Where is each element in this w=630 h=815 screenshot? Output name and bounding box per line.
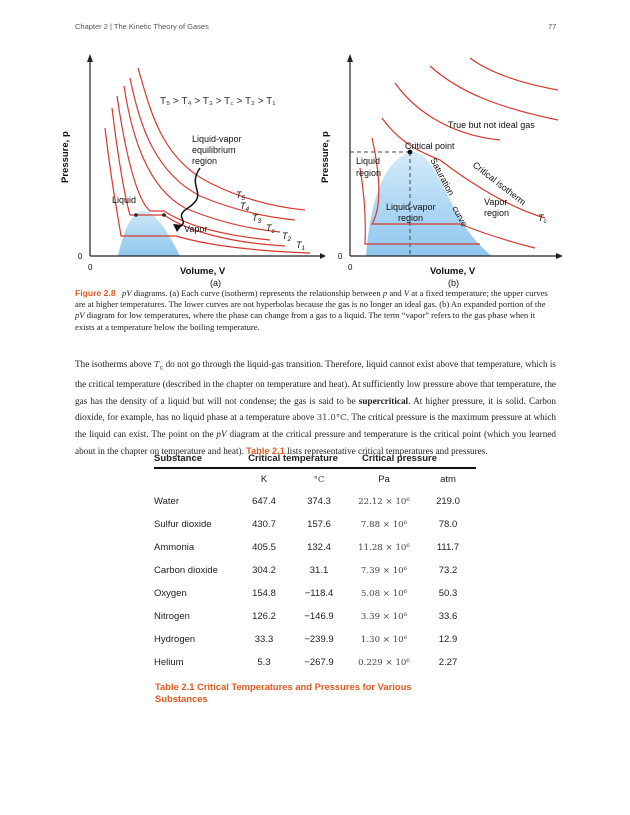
table-caption: Table 2.1 Critical Temperatures and Pres… bbox=[155, 681, 412, 704]
critical-point-marker bbox=[407, 149, 413, 155]
label-t5: T5 bbox=[236, 190, 246, 202]
unit-k: K bbox=[260, 474, 268, 485]
figure-b-sublabel: (b) bbox=[448, 278, 459, 288]
table-row: Water 647.4 374.3 22.12 × 10⁶ 219.0 bbox=[154, 496, 460, 507]
region-label-2: equilibrium bbox=[192, 145, 236, 155]
label-t2: T2 bbox=[282, 231, 292, 243]
label-t1: T1 bbox=[296, 240, 306, 252]
liquid-region-2: region bbox=[356, 168, 381, 178]
critical-table: Substance Critical temperature Critical … bbox=[154, 450, 476, 674]
label-t3: T3 bbox=[252, 213, 262, 225]
body-paragraph: The isotherms above Tc do not go through… bbox=[75, 359, 557, 456]
table-row: Oxygen 154.8 −118.4 5.08 × 10⁶ 50.3 bbox=[154, 588, 458, 599]
region-label-3: region bbox=[192, 156, 217, 166]
figure-a-pv-diagram: T₅ > T₄ > T₃ > T꜀ > T₂ > T₁ Pressure, p … bbox=[60, 54, 326, 288]
label-tc: Tc bbox=[266, 223, 276, 235]
figure-b-pv-diagram: Pressure, p Volume, V 0 0 True but not i… bbox=[320, 54, 563, 288]
temperature-ordering: T₅ > T₄ > T₃ > T꜀ > T₂ > T₁ bbox=[160, 96, 276, 107]
table-row: Sulfur dioxide 430.7 157.6 7.88 × 10⁶ 78.0 bbox=[154, 519, 458, 530]
true-not-ideal-label: True but not ideal gas bbox=[448, 120, 535, 130]
figure-a-ylabel: Pressure, p bbox=[60, 131, 71, 183]
liquid-region-1: Liquid bbox=[356, 156, 380, 166]
header-critical-pressure: Critical pressure bbox=[362, 453, 437, 464]
header-critical-temp: Critical temperature bbox=[248, 453, 338, 464]
saturation-dome bbox=[366, 151, 492, 256]
page-number: 77 bbox=[548, 22, 557, 31]
figure-b-xlabel: Volume, V bbox=[430, 266, 476, 277]
table-row: Helium 5.3 −267.9 0.229 × 10⁶ 2.27 bbox=[154, 657, 458, 668]
equilibrium-dome bbox=[118, 210, 180, 256]
unit-atm: atm bbox=[440, 474, 456, 485]
figure-caption: Figure 2.8 pV diagrams. (a) Each curve (… bbox=[75, 288, 548, 332]
chapter-header: Chapter 2 | The Kinetic Theory of Gases bbox=[75, 22, 209, 31]
figure-a-sublabel: (a) bbox=[210, 278, 221, 288]
origin-y: 0 bbox=[78, 252, 83, 261]
tc-label-b: Tc bbox=[538, 213, 548, 225]
isotherm-curves-b bbox=[359, 57, 559, 249]
label-t4: T4 bbox=[240, 201, 250, 213]
critical-point-label: Critical point bbox=[405, 141, 455, 151]
supercritical-term: supercritical bbox=[358, 395, 409, 406]
vapor-label: Vapor bbox=[184, 224, 207, 234]
origin-x-b: 0 bbox=[348, 263, 353, 272]
table-link[interactable]: Table 2.1 bbox=[246, 445, 285, 456]
header-substance: Substance bbox=[154, 453, 203, 464]
unit-c: °C bbox=[313, 474, 325, 485]
lv-region-1: Liquid-vapor bbox=[386, 202, 436, 212]
isotherm-curves bbox=[104, 67, 311, 254]
vapor-region-2: region bbox=[484, 208, 509, 218]
lv-region-2: region bbox=[398, 213, 423, 223]
figure-label: Figure 2.8 bbox=[75, 288, 116, 298]
figure-a-xlabel: Volume, V bbox=[180, 266, 226, 277]
table-row: Carbon dioxide 304.2 31.1 7.39 × 10⁶ 73.2 bbox=[154, 565, 458, 576]
liquid-label: Liquid bbox=[112, 195, 136, 205]
vapor-region-1: Vapor bbox=[484, 197, 507, 207]
region-label-1: Liquid-vapor bbox=[192, 134, 242, 144]
table-row: Hydrogen 33.3 −239.9 1.30 × 10⁶ 12.9 bbox=[154, 634, 458, 645]
figure-b-ylabel: Pressure, p bbox=[320, 131, 331, 183]
origin-x: 0 bbox=[88, 263, 93, 272]
table-row: Ammonia 405.5 132.4 11.28 × 10⁶ 111.7 bbox=[154, 542, 460, 553]
origin-y-b: 0 bbox=[338, 252, 343, 261]
unit-pa: Pa bbox=[378, 474, 390, 485]
table-row: Nitrogen 126.2 −146.9 3.39 × 10⁶ 33.6 bbox=[154, 611, 458, 622]
